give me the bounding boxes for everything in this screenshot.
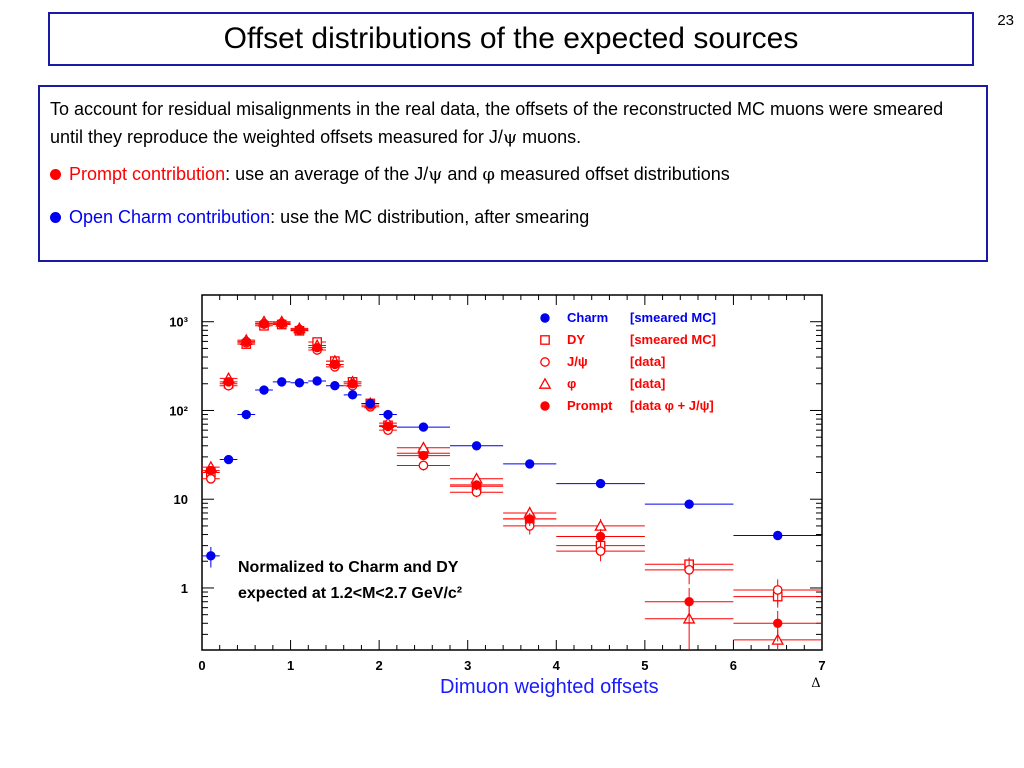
y-tick-label: 1 (181, 581, 188, 596)
x-tick-label: 1 (287, 658, 294, 673)
slide-title: Offset distributions of the expected sou… (223, 22, 799, 55)
bullet2-rest: : use the MC distribution, after smearin… (270, 207, 590, 227)
legend-label: φ (567, 376, 576, 391)
data-point-filled-circle (294, 378, 305, 388)
data-point-open-circle (206, 473, 216, 484)
data-point-filled-circle (241, 336, 251, 347)
x-tick-label: 7 (818, 658, 825, 673)
chart-annotation: Normalized to Charm and DY (238, 559, 459, 576)
data-point-filled-circle (241, 409, 251, 420)
offset-distribution-chart: 0 1 2 3 4 5 6 7 Δ 1 10 10² 10³ Charm [smeared MC] DY [sm… (169, 294, 826, 691)
legend-source: [smeared MC] (630, 310, 716, 325)
legend-source: [data φ + J/ψ] (630, 398, 714, 413)
x-tick-label: 4 (553, 658, 561, 673)
data-point-filled-circle (595, 531, 606, 542)
data-point-filled-circle (312, 342, 322, 353)
data-point-filled-circle (312, 376, 322, 386)
prompt-highlight: Prompt contribution (69, 164, 226, 184)
y-tick-label: 10³ (169, 315, 188, 330)
legend-label: Prompt (567, 398, 613, 413)
data-point-filled-circle (684, 597, 694, 607)
red-bullet-icon (50, 169, 61, 180)
data-point-filled-circle (223, 377, 234, 387)
data-point-filled-circle (418, 450, 429, 461)
data-point-filled-circle (347, 379, 358, 389)
bullet-open-charm: Open Charm contribution: use the MC dist… (50, 207, 976, 228)
text-box: To account for residual misalignments in… (38, 85, 988, 262)
y-tick-label: 10² (169, 403, 188, 418)
data-point-filled-circle (330, 381, 340, 391)
data-point-filled-circle (365, 398, 375, 409)
intro-text-part2: muons. (517, 127, 582, 147)
data-point-filled-circle (259, 318, 269, 328)
legend-label: Charm (567, 310, 608, 325)
data-point-filled-circle (223, 454, 234, 465)
page-number: 23 (997, 12, 1014, 29)
data-point-filled-circle (347, 390, 358, 400)
data-point-filled-circle (773, 618, 783, 628)
plot-frame (201, 294, 823, 651)
data-point-filled-circle (277, 377, 287, 387)
bullet-charm-text: Open Charm contribution: use the MC dist… (69, 207, 589, 228)
x-axis-caption: Dimuon weighted offsets (440, 676, 659, 698)
bullet-prompt-text: Prompt contribution: use an average of t… (69, 164, 730, 185)
legend-marker (540, 313, 550, 323)
y-tick-label: 10 (174, 492, 188, 507)
data-point-filled-circle (259, 385, 269, 395)
legend-label: J/ψ (567, 354, 588, 369)
data-point-filled-circle (206, 551, 216, 561)
intro-paragraph: To account for residual misalignments in… (50, 95, 976, 152)
data-point-filled-circle (471, 441, 482, 451)
data-point-filled-circle (277, 318, 287, 328)
data-point-filled-circle (294, 324, 305, 335)
bullet1-part2: and (442, 164, 483, 184)
data-point-open-circle (772, 585, 783, 595)
chart-annotation: expected at 1.2<M<2.7 GeV/c² (238, 585, 462, 602)
legend-marker (540, 401, 550, 411)
data-point-open-circle (418, 460, 429, 471)
x-tick-label: 5 (641, 658, 648, 673)
title-box: Offset distributions of the expected sou… (48, 12, 974, 66)
open-charm-highlight: Open Charm contribution (69, 207, 271, 227)
blue-bullet-icon (50, 212, 61, 223)
x-axis-label: Δ (811, 676, 820, 691)
x-tick-label: 2 (376, 658, 383, 673)
bullet-prompt: Prompt contribution: use an average of t… (50, 164, 976, 185)
intro-text-part1: To account for residual misalignments in… (50, 99, 944, 147)
legend-label: DY (567, 332, 585, 347)
psi-symbol: ψ (428, 164, 443, 185)
legend-marker (540, 357, 550, 367)
legend-source: [smeared MC] (630, 332, 716, 347)
psi-symbol: ψ (502, 127, 518, 148)
phi-symbol: φ (482, 164, 495, 185)
legend-source: [data] (630, 354, 665, 369)
data-point-filled-circle (383, 409, 393, 420)
x-tick-label: 3 (464, 658, 471, 673)
x-tick-label: 0 (198, 658, 205, 673)
data-point-filled-circle (471, 480, 482, 490)
data-point-filled-circle (418, 422, 429, 432)
bullet1-part1: : use an average of the J/ (225, 164, 429, 184)
data-point-filled-circle (525, 514, 535, 524)
data-point-filled-circle (330, 359, 340, 370)
x-tick-label: 6 (730, 658, 737, 673)
legend-source: [data] (630, 376, 665, 391)
data-point-filled-circle (206, 465, 216, 476)
data-point-filled-circle (525, 459, 535, 469)
data-point-filled-circle (595, 478, 606, 489)
data-point-filled-circle (383, 421, 393, 432)
legend-marker (540, 335, 550, 345)
data-point-filled-circle (773, 530, 783, 541)
legend-marker (538, 377, 552, 389)
bullet1-part3: measured offset distributions (495, 164, 730, 184)
data-point-open-circle (595, 546, 606, 556)
data-point-filled-circle (684, 499, 694, 509)
data-point-open-circle (684, 565, 694, 575)
